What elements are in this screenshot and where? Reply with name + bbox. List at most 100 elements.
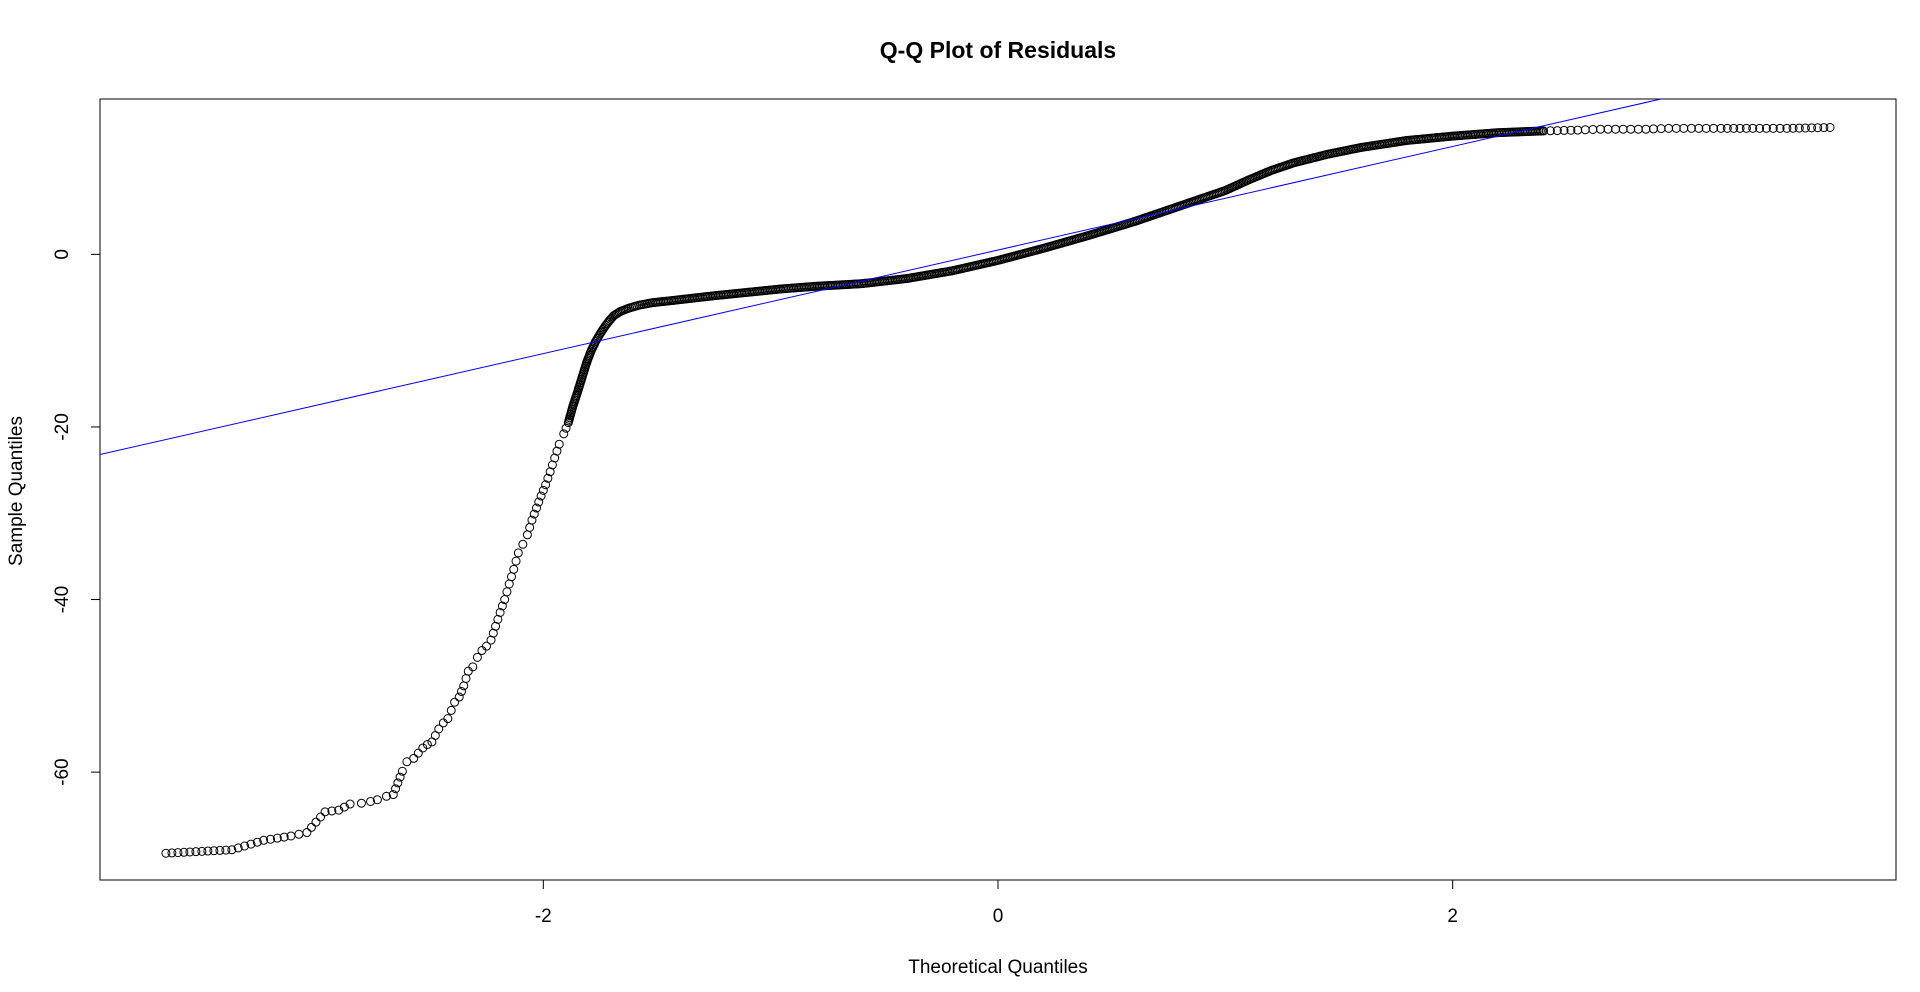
data-point <box>552 446 562 456</box>
data-point <box>1566 125 1576 135</box>
data-point <box>536 491 546 501</box>
data-point <box>506 572 516 582</box>
data-point <box>209 846 219 856</box>
reference-line <box>99 98 1662 456</box>
data-point <box>1794 123 1804 133</box>
data-point <box>463 666 473 676</box>
data-point <box>443 714 453 724</box>
data-point <box>529 509 539 519</box>
data-point <box>372 795 382 805</box>
data-point <box>1545 126 1555 136</box>
data-point <box>1701 123 1711 133</box>
data-point <box>1775 123 1785 133</box>
data-point <box>1729 123 1739 133</box>
data-point <box>531 503 541 513</box>
data-point <box>1618 124 1628 134</box>
data-point <box>1626 124 1636 134</box>
data-point <box>534 497 544 507</box>
data-point <box>1788 123 1798 133</box>
x-tick-label: 0 <box>993 906 1004 927</box>
data-point <box>1588 124 1598 134</box>
data-point <box>381 791 391 801</box>
data-point <box>1694 123 1704 133</box>
data-point <box>167 848 177 858</box>
data-point <box>1782 123 1792 133</box>
data-point <box>1741 123 1751 133</box>
data-point <box>1755 123 1765 133</box>
data-point <box>397 766 407 776</box>
data-point <box>339 802 349 812</box>
data-point <box>547 460 557 470</box>
data-point <box>543 473 553 483</box>
data-point <box>468 662 478 672</box>
data-point <box>1671 123 1681 133</box>
data-point <box>461 673 471 683</box>
data-point <box>240 841 250 851</box>
data-point <box>518 539 528 549</box>
data-point <box>366 796 376 806</box>
x-axis: -2 0 2 <box>535 879 1458 927</box>
data-point <box>450 697 460 707</box>
plot-frame <box>99 98 1897 881</box>
data-point <box>554 439 564 449</box>
data-point <box>294 829 304 839</box>
data-point <box>1686 123 1696 133</box>
y-tick-label: -20 <box>52 413 73 440</box>
data-point <box>491 621 501 631</box>
data-point <box>197 846 207 856</box>
data-point <box>513 548 523 558</box>
y-axis: -60 -40 -20 0 <box>52 249 101 786</box>
data-point <box>454 692 464 702</box>
data-point <box>345 799 355 809</box>
data-point <box>1641 124 1651 134</box>
x-tick-label: -2 <box>535 906 552 927</box>
data-point <box>456 686 466 696</box>
data-point <box>391 784 401 794</box>
data-point <box>1709 123 1719 133</box>
data-point <box>545 467 555 477</box>
data-point <box>161 848 171 858</box>
data-point <box>233 843 243 853</box>
data-point <box>477 645 487 655</box>
data-point <box>393 778 403 788</box>
data-point <box>302 828 312 838</box>
data-point <box>1761 123 1771 133</box>
data-point <box>1539 126 1549 136</box>
data-point <box>497 601 507 611</box>
x-axis-label: Theoretical Quantiles <box>908 957 1088 978</box>
data-point <box>1664 123 1674 133</box>
data-point <box>1580 125 1590 135</box>
data-point <box>600 322 610 332</box>
data-point <box>1656 124 1666 134</box>
data-point <box>1722 123 1732 133</box>
data-point <box>395 772 405 782</box>
data-point <box>388 790 398 800</box>
data-point <box>1716 123 1726 133</box>
data-point <box>418 743 428 753</box>
data-point <box>550 453 560 463</box>
data-point <box>1633 124 1643 134</box>
data-point <box>1559 125 1569 135</box>
data-point <box>246 839 256 849</box>
data-point <box>1768 123 1778 133</box>
data-point <box>438 718 448 728</box>
data-point <box>522 530 532 540</box>
data-point <box>311 817 321 827</box>
data-point <box>1603 124 1613 134</box>
data-point <box>434 724 444 734</box>
x-tick-label: 2 <box>1447 906 1458 927</box>
data-point <box>252 837 262 847</box>
data-point <box>356 798 366 808</box>
data-point <box>179 847 189 857</box>
data-point <box>279 832 289 842</box>
reference-line-layer <box>99 98 1662 456</box>
data-point <box>509 564 519 574</box>
data-point <box>486 635 496 645</box>
data-point <box>559 429 569 439</box>
data-point <box>1825 122 1835 132</box>
data-points <box>161 122 1835 858</box>
data-point <box>191 847 201 857</box>
data-point <box>1800 123 1810 133</box>
data-point <box>493 614 503 624</box>
data-point <box>502 587 512 597</box>
